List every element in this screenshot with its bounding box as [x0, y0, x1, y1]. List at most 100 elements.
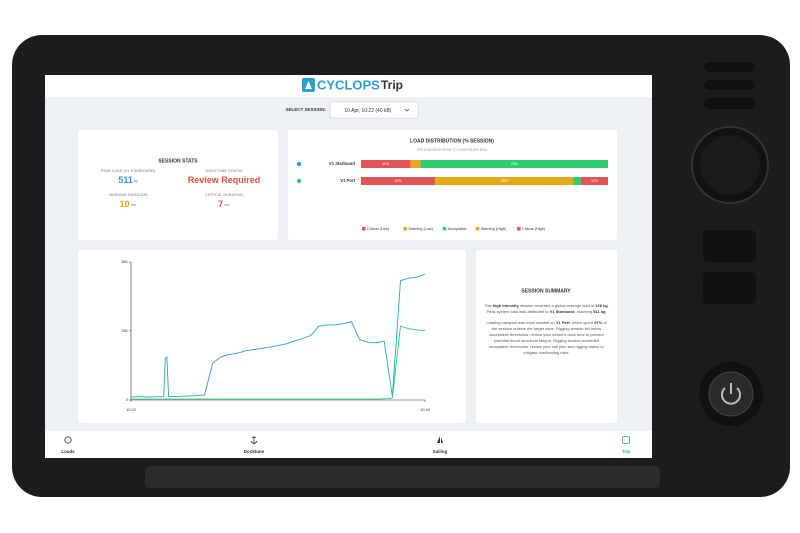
stat-unit: kg: [134, 179, 138, 183]
side-button[interactable]: [703, 230, 756, 262]
bar-segment: [420, 160, 608, 168]
value-label: 56%: [501, 179, 508, 183]
y-tick-label: 0: [126, 397, 129, 402]
summary-title: SESSION SUMMARY: [521, 288, 571, 294]
nav-icon: [437, 436, 443, 443]
slot-button[interactable]: [704, 80, 755, 90]
summary-span: of the session outside the target zone. …: [489, 320, 607, 355]
session-select[interactable]: [329, 101, 419, 119]
chart-subtitle: TAP A SENSOR ROW TO CONFIGURE DIAL: [416, 148, 487, 152]
line-series: [130, 273, 426, 398]
stats-card: [78, 130, 278, 240]
stat-value-group: 7min: [218, 199, 230, 209]
nav-icon: [622, 436, 630, 444]
screen-title: Trip: [381, 78, 403, 92]
side-button[interactable]: [703, 272, 756, 304]
nav-bar: [45, 431, 652, 458]
legend-label: Warning (Low): [408, 227, 433, 231]
nav-item[interactable]: Trip: [622, 436, 631, 455]
bar-segment: [361, 160, 411, 168]
chart-title: LOAD DISTRIBUTION (% SESSION): [410, 138, 494, 144]
stat-unit: min: [224, 203, 230, 207]
value-label: 30%: [395, 179, 402, 183]
category-label: V1 Port: [340, 178, 355, 183]
knob-face: [700, 135, 760, 195]
nav-item[interactable]: Loads: [61, 436, 75, 454]
bar-segment: [573, 177, 581, 185]
summary-highlight: V1 Starboard: [549, 309, 575, 314]
sensor-dot: [296, 178, 302, 184]
legend-swatch: [442, 227, 447, 231]
legend-label: Warning (High): [481, 227, 507, 231]
summary-span: , reaching: [574, 309, 594, 314]
legend-swatch: [362, 227, 366, 231]
nav-label: Loads: [61, 449, 75, 454]
summary-highlight: high intensity: [492, 303, 519, 308]
summary-span: Loading variance was most notable on: [486, 320, 556, 325]
legend-label: Critical (Low): [367, 227, 390, 231]
summary-highlight: 128 kg: [595, 303, 608, 308]
stat-value-group: Review Required: [188, 175, 261, 185]
value-label: 11%: [591, 179, 598, 183]
nav-label: Trip: [622, 449, 631, 454]
x-tick-label: 10:22: [126, 407, 137, 412]
value-label: 20%: [382, 162, 389, 166]
summary-highlight: V1 Port: [555, 320, 570, 325]
app-header: [45, 75, 652, 97]
summary-span: session recorded a global average load o…: [518, 303, 596, 308]
nav-item[interactable]: Docktune: [244, 436, 265, 454]
stat-value: 10: [120, 199, 130, 209]
select-label: SELECT SESSION:: [285, 107, 326, 112]
stat-unit: min: [131, 203, 137, 207]
stat-value: 511: [118, 175, 133, 185]
chart-card: [78, 250, 466, 423]
sensor-dot: [296, 161, 302, 167]
y-tick-label: 281: [121, 328, 128, 333]
bar-segment: [435, 177, 574, 185]
y-tick-label: 561: [121, 259, 128, 264]
stat-value-group: 511kg: [118, 175, 137, 185]
stat-label: CRITICAL DURATION: [205, 193, 243, 197]
select-caret: [404, 108, 410, 112]
stat-label: PEAK LOAD (V1 STARBOARD): [101, 169, 156, 173]
x-tick-label: 10:40: [420, 407, 431, 412]
summary-body: This high intensity session recorded a g…: [484, 303, 609, 356]
logo-sail: [305, 81, 312, 89]
value-label: 76%: [511, 162, 518, 166]
logo-text: CYCLOPS: [317, 77, 380, 92]
nav-icon: [64, 436, 72, 444]
stat-value: 7: [218, 199, 223, 209]
select-value: 10 Apr, 10:22 (40 kB): [345, 108, 392, 114]
power-icon: [721, 383, 741, 405]
slot-button[interactable]: [704, 62, 755, 72]
stat-label: DOCKTUNE STATUS: [206, 169, 243, 173]
legend-swatch: [475, 227, 480, 231]
nav-icon: [250, 436, 258, 444]
summary-highlight: 97%: [594, 320, 603, 325]
summary-highlight: 511 kg: [593, 309, 606, 314]
stat-label: WARNING DURATION: [109, 193, 148, 197]
summary-paragraph: Loading variance was most notable on V1 …: [484, 320, 609, 356]
line-series: [131, 325, 426, 400]
summary-span: . Peak system load was attributed to: [486, 303, 609, 314]
legend-swatch: [403, 227, 407, 231]
nav-item[interactable]: Sailing: [433, 436, 448, 454]
category-label: V1 Starboard: [329, 161, 356, 166]
stats-title: SESSION STATS: [158, 158, 198, 164]
summary-text: This high intensity session recorded a g…: [484, 303, 609, 356]
nav-label: Sailing: [433, 449, 448, 454]
stat-value: Review Required: [188, 175, 261, 185]
bar-segment: [580, 177, 608, 185]
slot-button[interactable]: [704, 98, 755, 109]
summary-span: This: [484, 303, 493, 308]
legend-label: Critical (High): [522, 227, 546, 231]
summary-span: .: [605, 309, 607, 314]
nav-label: Docktune: [244, 449, 265, 454]
bar-segment: [410, 160, 421, 168]
summary-card: [476, 250, 617, 423]
legend-swatch: [517, 227, 521, 231]
summary-span: , which spent: [569, 320, 595, 325]
stat-value-group: 10min: [120, 199, 137, 209]
bezel-strip: [145, 466, 660, 488]
